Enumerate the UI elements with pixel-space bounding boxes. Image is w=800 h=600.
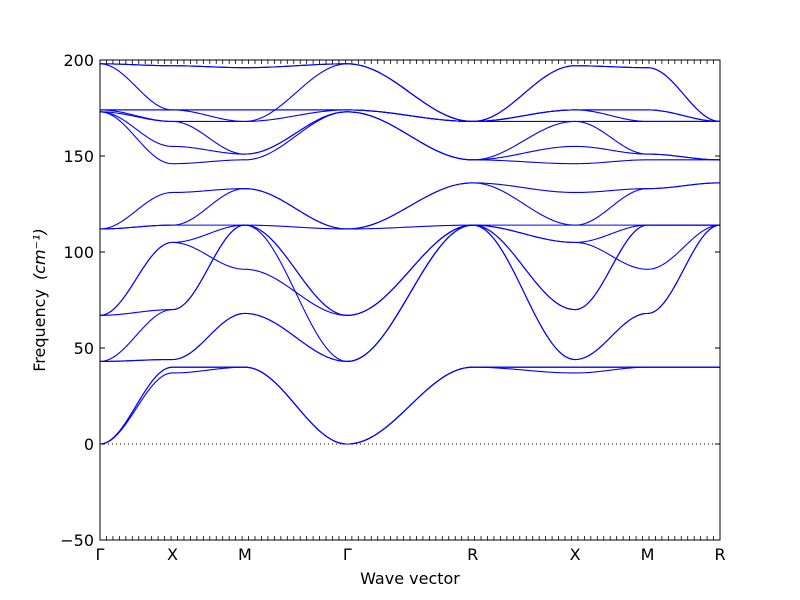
x-tick-label: M	[238, 545, 252, 564]
band-15	[100, 111, 720, 161]
y-axis-label-text: Frequency	[30, 289, 49, 372]
y-tick-label: 200	[63, 51, 94, 70]
x-tick-label: R	[467, 545, 478, 564]
x-tick-label: Γ	[96, 545, 105, 564]
y-tick-label: −50	[60, 531, 94, 550]
phonon-bands	[100, 63, 720, 445]
x-tick-label: R	[714, 545, 725, 564]
y-tick-label: 100	[63, 243, 94, 262]
band-21	[100, 63, 720, 122]
plot-frame	[99, 59, 721, 541]
y-axis-label-unit: (cm⁻¹)	[30, 228, 49, 280]
y-tick-label: 0	[84, 435, 94, 454]
y-tick-label: 50	[74, 339, 94, 358]
band-3	[100, 366, 720, 445]
x-tick-label: Γ	[343, 545, 352, 564]
band-9	[100, 224, 720, 316]
plot-area	[100, 60, 720, 540]
x-tick-label: X	[570, 545, 581, 564]
x-axis-label: Wave vector	[360, 569, 460, 588]
x-tick-label: X	[167, 545, 178, 564]
band-10	[100, 224, 720, 230]
y-axis-label: Frequency (cm⁻¹)	[30, 228, 49, 371]
band-18	[100, 109, 720, 122]
x-tick-label: M	[641, 545, 655, 564]
band-12	[100, 182, 720, 230]
y-tick-label: 150	[63, 147, 94, 166]
